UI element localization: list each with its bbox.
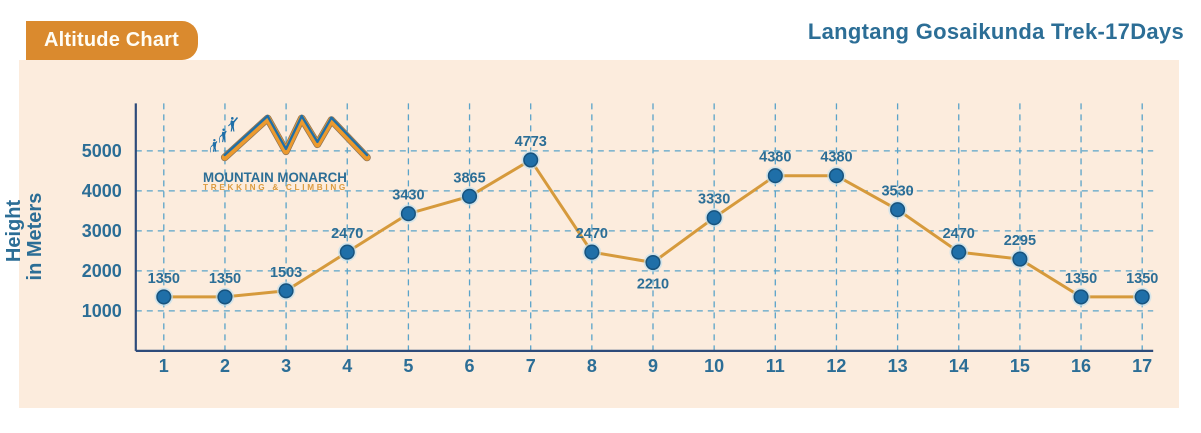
svg-text:5000: 5000 bbox=[82, 141, 122, 161]
svg-text:15: 15 bbox=[1010, 356, 1030, 376]
svg-text:3000: 3000 bbox=[82, 221, 122, 241]
svg-text:10: 10 bbox=[704, 356, 724, 376]
svg-text:2: 2 bbox=[220, 356, 230, 376]
svg-text:13: 13 bbox=[888, 356, 908, 376]
svg-text:1503: 1503 bbox=[270, 265, 302, 281]
svg-text:3530: 3530 bbox=[881, 184, 913, 200]
svg-text:7: 7 bbox=[526, 356, 536, 376]
svg-text:2210: 2210 bbox=[637, 277, 669, 293]
svg-text:1350: 1350 bbox=[1065, 271, 1097, 287]
svg-text:4773: 4773 bbox=[515, 134, 547, 150]
svg-text:4000: 4000 bbox=[82, 181, 122, 201]
svg-text:1000: 1000 bbox=[82, 301, 122, 321]
svg-text:5: 5 bbox=[403, 356, 413, 376]
svg-text:2470: 2470 bbox=[331, 226, 363, 242]
svg-text:2000: 2000 bbox=[82, 261, 122, 281]
svg-text:8: 8 bbox=[587, 356, 597, 376]
svg-text:2470: 2470 bbox=[943, 226, 975, 242]
svg-text:1350: 1350 bbox=[148, 271, 180, 287]
svg-text:1350: 1350 bbox=[1126, 271, 1158, 287]
svg-text:4: 4 bbox=[342, 356, 352, 376]
svg-text:2470: 2470 bbox=[576, 226, 608, 242]
svg-text:9: 9 bbox=[648, 356, 658, 376]
svg-text:14: 14 bbox=[949, 356, 969, 376]
svg-text:4380: 4380 bbox=[820, 150, 852, 166]
svg-text:11: 11 bbox=[766, 356, 785, 376]
svg-text:2295: 2295 bbox=[1004, 233, 1036, 249]
svg-text:3330: 3330 bbox=[698, 192, 730, 208]
svg-text:12: 12 bbox=[826, 356, 846, 376]
svg-text:3: 3 bbox=[281, 356, 291, 376]
svg-text:1350: 1350 bbox=[209, 271, 241, 287]
svg-text:4380: 4380 bbox=[759, 150, 791, 166]
svg-text:1: 1 bbox=[159, 356, 169, 376]
svg-text:6: 6 bbox=[465, 356, 475, 376]
svg-text:17: 17 bbox=[1132, 356, 1152, 376]
svg-text:16: 16 bbox=[1071, 356, 1091, 376]
